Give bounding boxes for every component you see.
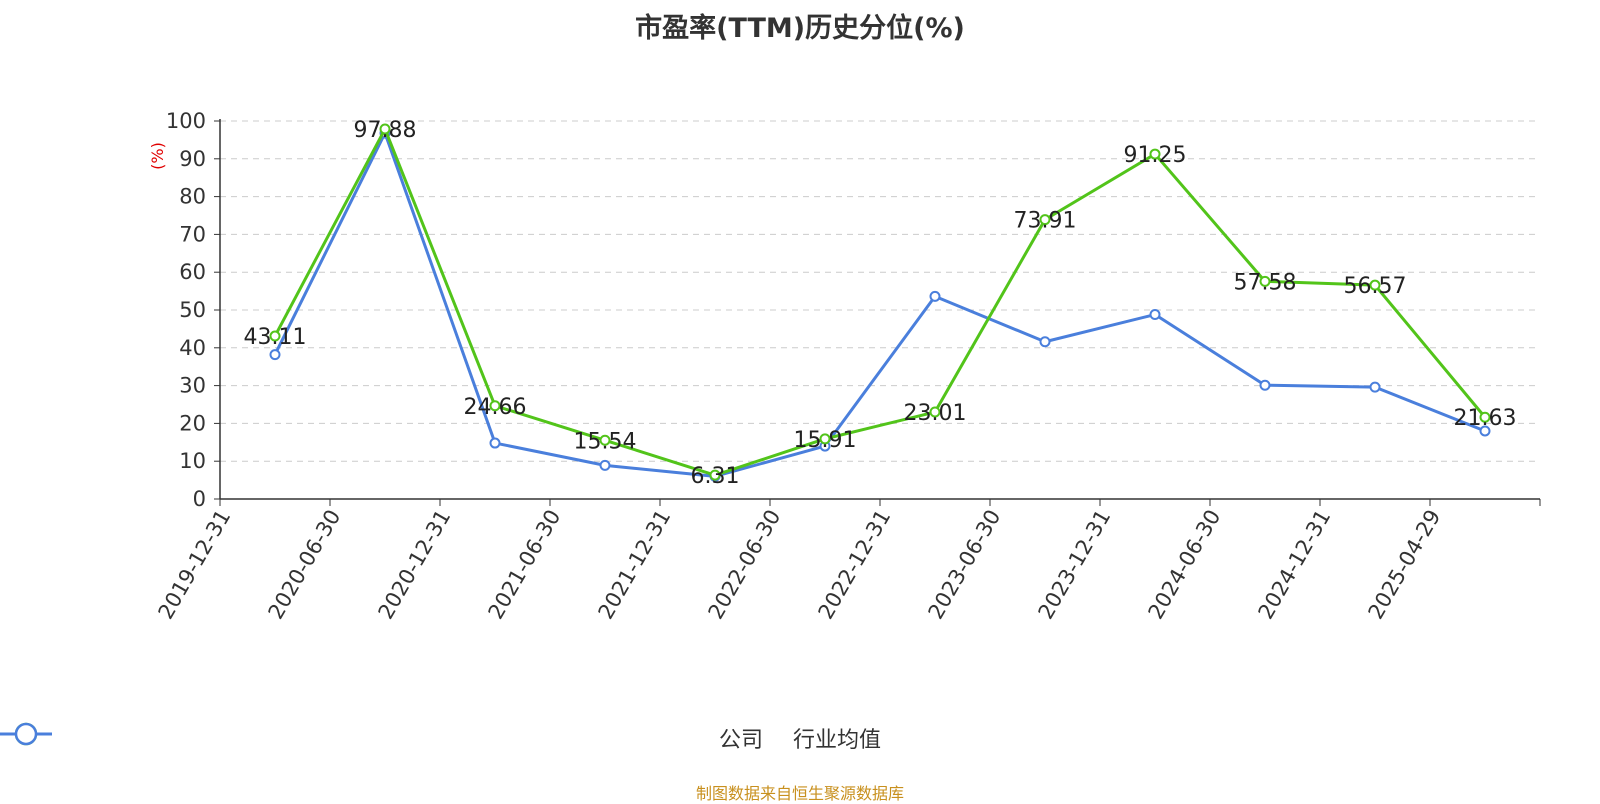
data-point-industry [1259,379,1271,391]
y-tick-label: 80 [179,185,206,209]
data-label-company: 43.11 [244,325,307,350]
x-tick-label: 2023-06-30 [924,506,1006,624]
y-tick-label: 30 [179,374,206,398]
legend: 公司 行业均值 [0,722,1600,754]
y-tick-label: 0 [193,487,206,511]
y-tick-label: 100 [166,109,206,133]
data-point-company [489,400,501,412]
series-line-industry [273,131,1486,478]
data-label-company: 23.01 [904,401,967,426]
data-source-note: 制图数据来自恒生聚源数据库 [695,784,904,803]
legend-company-label: 公司 [718,728,763,753]
x-tick-label: 2022-06-30 [704,506,786,624]
y-tick-label: 50 [179,298,206,322]
data-point-industry [929,290,941,302]
data-label-company: 15.54 [574,429,637,454]
y-tick-label: 90 [179,147,206,171]
data-label-company: 57.58 [1234,270,1297,295]
data-point-company [1259,275,1271,287]
data-point-industry [1039,336,1051,348]
legend-item-industry[interactable]: 行业均值 [0,722,882,754]
x-tick-label: 2019-12-31 [154,506,236,624]
data-point-company [1479,411,1491,423]
x-tick-label: 2023-12-31 [1034,506,1116,624]
data-point-company [599,434,611,446]
data-point-industry [1369,381,1381,393]
data-label-company: 73.91 [1014,209,1077,234]
y-tick-label: 70 [179,222,206,246]
legend-item-company[interactable]: 公司 [0,722,763,754]
data-label-company: 24.66 [464,395,527,420]
x-tick-label: 2025-04-29 [1364,506,1446,624]
legend-industry-swatch-icon [0,722,52,746]
x-tick-label: 2024-06-30 [1144,506,1226,624]
x-tick-label: 2022-12-31 [814,506,896,624]
x-tick-label: 2021-12-31 [594,506,676,624]
data-point-industry [269,349,281,361]
data-point-industry [599,459,611,471]
y-tick-label: 20 [179,411,206,435]
y-tick-label: 60 [179,260,206,284]
y-axis-label: (%) [148,142,167,170]
y-tick-label: 40 [179,336,206,360]
data-label-company: 6.31 [691,464,740,489]
data-point-company [1369,279,1381,291]
legend-industry-label: 行业均值 [793,728,882,753]
x-tick-label: 2021-06-30 [484,506,566,624]
y-tick-label: 10 [179,449,206,473]
data-label-company: 91.25 [1124,143,1187,168]
data-point-company [709,469,721,481]
data-point-company [819,433,831,445]
data-label-company: 21.63 [1454,406,1517,431]
line-chart: 0 10 20 30 40 50 60 70 80 90 100 (%) 2019-12-31 2020-… [148,109,1541,624]
data-point-company [379,123,391,135]
data-point-company [929,406,941,418]
data-point-industry [1149,309,1161,321]
data-point-company [1149,148,1161,160]
chart-title: 市盈率(TTM)历史分位(%) [635,13,965,44]
data-label-company: 15.91 [794,428,857,453]
data-point-company [1039,214,1051,226]
series-line-company [273,127,1487,477]
data-label-company: 97.88 [354,118,417,143]
x-tick-label: 2020-12-31 [374,506,456,624]
x-tick-label: 2020-06-30 [264,506,346,624]
data-point-company [269,330,281,342]
data-point-industry [489,437,501,449]
data-point-industry [1479,425,1491,437]
x-tick-label: 2024-12-31 [1254,506,1336,624]
data-label-company: 56.57 [1344,274,1407,299]
